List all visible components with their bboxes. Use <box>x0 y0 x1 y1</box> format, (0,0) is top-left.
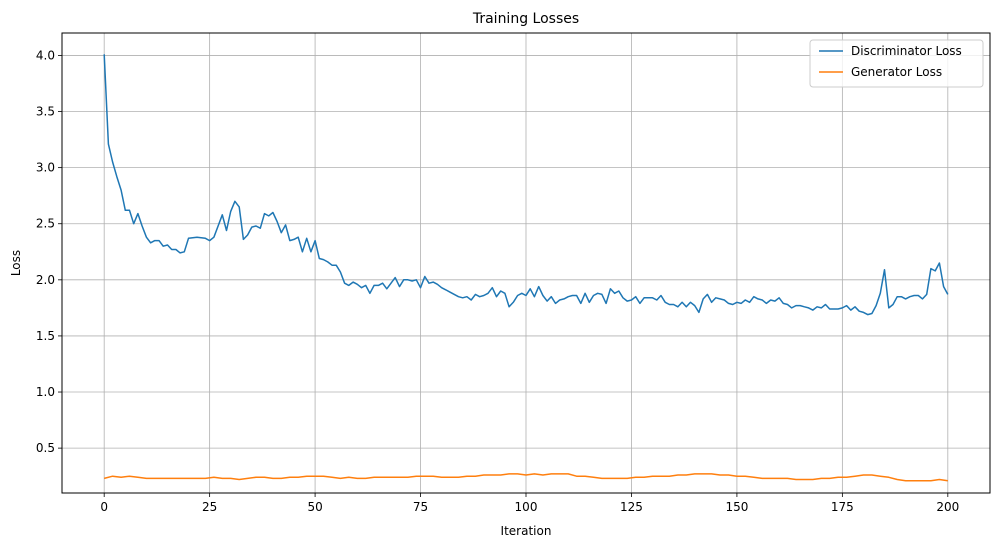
y-tick-label: 1.5 <box>36 329 55 343</box>
discriminator-loss-line <box>103 54 949 316</box>
y-tick-label: 3.0 <box>36 161 55 175</box>
legend: Discriminator Loss Generator Loss <box>809 39 984 88</box>
x-tick-label: 200 <box>936 500 959 514</box>
x-tick-label: 0 <box>100 500 108 514</box>
x-axis-title: Iteration <box>501 524 552 538</box>
legend-label-discriminator: Discriminator Loss <box>851 44 962 58</box>
x-tick-label: 25 <box>202 500 217 514</box>
x-tick-label: 100 <box>515 500 538 514</box>
chart-title: Training Losses <box>472 11 579 27</box>
x-tick-label: 175 <box>831 500 854 514</box>
y-tick-label: 2.5 <box>36 217 55 231</box>
x-tick-label: 50 <box>307 500 322 514</box>
legend-label-generator: Generator Loss <box>851 65 942 79</box>
y-tick-label: 1.0 <box>36 385 55 399</box>
x-tick-label: 125 <box>620 500 643 514</box>
x-tick-label: 150 <box>725 500 748 514</box>
grid <box>62 33 990 493</box>
y-tick-label: 2.0 <box>36 273 55 287</box>
y-axis-title: Loss <box>9 250 23 276</box>
y-tick-label: 0.5 <box>36 441 55 455</box>
series-lines <box>103 54 949 482</box>
axis-ticks: 0 25 50 75 100 125 150 175 200 0.5 1.0 1.5 2.0 2.5 3.0… <box>36 48 959 514</box>
y-tick-label: 4.0 <box>36 48 55 62</box>
x-tick-label: 75 <box>413 500 428 514</box>
generator-loss-line <box>104 473 948 482</box>
legend-box <box>809 39 984 88</box>
y-tick-label: 3.5 <box>36 105 55 119</box>
